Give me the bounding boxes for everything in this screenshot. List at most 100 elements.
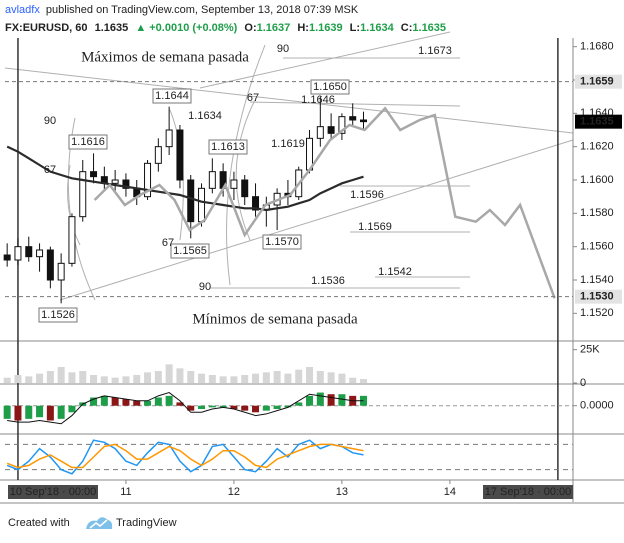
annotation: 1.1619 — [271, 138, 305, 150]
annotation: 67 — [44, 164, 56, 176]
bar — [187, 405, 195, 411]
annotation-box — [262, 234, 302, 250]
footer-brand[interactable]: TradingView — [116, 517, 177, 529]
bar — [165, 364, 173, 383]
candle-body — [14, 246, 22, 261]
annotation: 1.1644 — [155, 90, 189, 102]
candle-body — [208, 171, 216, 189]
x-tick-label: 11 — [120, 486, 131, 498]
bar — [262, 372, 270, 383]
candle-body — [3, 254, 11, 261]
bar — [90, 375, 98, 383]
bar — [327, 372, 335, 383]
bar — [46, 405, 54, 421]
bar — [3, 405, 11, 419]
bar — [111, 377, 119, 383]
author[interactable]: avladfx — [5, 4, 40, 16]
candle-body — [68, 216, 76, 264]
indicator-line — [93, 106, 556, 299]
bar — [252, 405, 260, 413]
price-label-box — [575, 289, 622, 304]
ohlc-value: 1.1639 — [309, 22, 343, 34]
bar — [284, 373, 292, 383]
annotation: Máximos de semana pasada — [81, 49, 249, 65]
bar — [241, 375, 249, 383]
bar — [36, 373, 44, 383]
bar — [327, 394, 335, 406]
bar — [176, 402, 184, 406]
bar — [122, 399, 130, 406]
annotation: 1.1570 — [265, 236, 299, 248]
x-tick-label: 13 — [336, 486, 348, 498]
candle-body — [46, 249, 54, 281]
logo-chart — [89, 519, 108, 529]
candle-body — [57, 262, 65, 281]
bar — [219, 376, 227, 383]
tradingview-logo[interactable] — [86, 517, 113, 529]
y-tick-label: 0.0000 — [580, 400, 614, 412]
bar — [36, 405, 44, 418]
annotation: 90 — [277, 43, 289, 55]
annotation: 67 — [247, 92, 259, 104]
bar — [100, 376, 108, 383]
published: published on TradingView.com, September … — [46, 4, 359, 16]
y-tick-label: 1.1620 — [580, 141, 614, 153]
annotation: 1.1634 — [188, 110, 222, 122]
annotation: 1.1542 — [378, 266, 412, 278]
x-tick-label: 17 Sep'18 · 00:00 — [485, 486, 572, 498]
bar — [198, 373, 206, 383]
bar — [316, 371, 324, 383]
bar — [338, 373, 346, 383]
series-line — [6, 439, 364, 475]
bar — [360, 379, 368, 383]
time-label-box — [8, 485, 98, 499]
symbol-line: FX:EURUSD, 60 1.1635 ▲ +0.0010 (+0.08%) … — [5, 22, 446, 34]
annotation-box — [152, 88, 192, 104]
bar — [111, 397, 119, 406]
bar — [198, 405, 206, 409]
x-tick-label: 10 Sep'18 · 00:00 — [10, 486, 97, 498]
price-label: 1.1659 — [580, 76, 614, 88]
bar — [208, 405, 216, 408]
y-tick-label: 1.1580 — [580, 207, 614, 219]
candle-body — [187, 179, 195, 223]
y-tick-label: 1.1520 — [580, 307, 614, 319]
bar — [230, 376, 238, 383]
bar — [273, 371, 281, 383]
candle-body — [36, 249, 44, 258]
candle-body — [79, 171, 87, 218]
bar — [176, 368, 184, 383]
y-tick-label: 1.1560 — [580, 241, 614, 253]
candle-body — [198, 187, 206, 223]
last-price: 1.1635 — [95, 22, 129, 34]
drawings — [4, 31, 574, 301]
ohlc-value: 1.1635 — [412, 22, 446, 34]
x-tick-label: 12 — [228, 486, 240, 498]
y-tick-label: 1.1680 — [580, 41, 614, 53]
bar — [14, 375, 22, 383]
price-label: 1.1530 — [580, 291, 614, 303]
candle-body — [252, 196, 260, 211]
bar — [79, 371, 87, 383]
series-line — [6, 443, 364, 469]
ohlc-label: O: — [244, 22, 256, 34]
price-label: 1.1635 — [580, 116, 614, 128]
candle-body — [338, 116, 346, 134]
indicator-line — [6, 145, 364, 212]
annotation-box — [38, 307, 78, 323]
annotation: 1.1646 — [301, 94, 335, 106]
fib-arc — [67, 164, 81, 246]
annotation-box — [208, 139, 248, 155]
candle-body — [111, 179, 119, 184]
annotation: 1.1596 — [350, 189, 384, 201]
fib-arc — [226, 44, 266, 286]
candle-body — [349, 116, 357, 121]
bar — [187, 371, 195, 383]
ohlc-value: 1.1634 — [360, 22, 395, 34]
annotation: 90 — [44, 115, 56, 127]
trend-line — [199, 31, 451, 89]
candle-body — [154, 146, 162, 164]
annotation: Mínimos de semana pasada — [192, 311, 358, 327]
header-line: avladfx published on TradingView.com, Se… — [5, 4, 359, 16]
